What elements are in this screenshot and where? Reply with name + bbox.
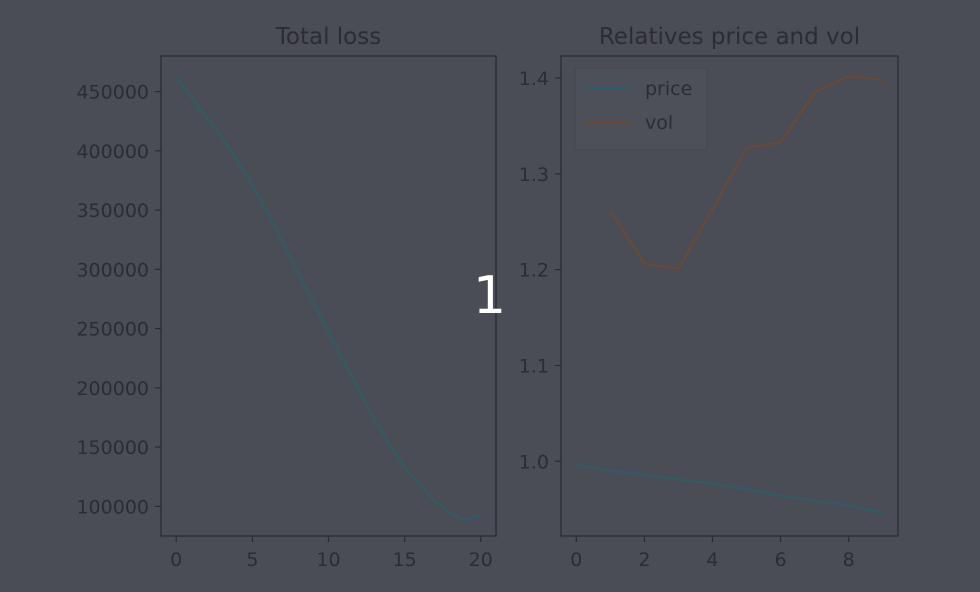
- plot-frame: [560, 55, 899, 537]
- series-line-series-1: [175, 76, 482, 522]
- y-tick-label: 250000: [76, 319, 149, 341]
- x-tick-label: 20: [469, 549, 493, 571]
- x-tick-label: 4: [706, 549, 718, 571]
- chart-title: Total loss: [275, 24, 381, 50]
- y-tick-label: 1.1: [519, 355, 549, 377]
- x-tick-label: 10: [316, 549, 340, 571]
- y-tick-label: 1.0: [519, 451, 549, 473]
- chart-2: Relatives price and vol 0 2 4 6 8 1.0 1.1 1.2 1.3…: [519, 24, 899, 571]
- x-tick-label: 5: [246, 549, 258, 571]
- x-tick-label: 15: [393, 549, 417, 571]
- x-tick-label: 8: [843, 549, 855, 571]
- chart-title: Relatives price and vol: [599, 24, 860, 50]
- series-line-vol: [609, 75, 883, 270]
- y-tick-label: 1.2: [519, 260, 549, 282]
- x-tick-label: 0: [570, 549, 582, 571]
- plot-frame: [160, 55, 497, 537]
- y-tick-label: 350000: [76, 200, 149, 222]
- series-line-price: [576, 464, 883, 514]
- y-tick-label: 400000: [76, 141, 149, 163]
- overlay-number-label: 1: [473, 266, 507, 326]
- y-tick-label: 1.4: [519, 68, 549, 90]
- y-tick-label: 450000: [76, 82, 149, 104]
- y-tick-label: 200000: [76, 378, 149, 400]
- legend: price vol: [574, 67, 708, 151]
- x-tick-label: 0: [170, 549, 182, 571]
- y-tick-label: 300000: [76, 259, 149, 281]
- y-tick-label: 1.3: [519, 164, 549, 186]
- y-tick-label: 150000: [76, 437, 149, 459]
- x-tick-label: 6: [775, 549, 787, 571]
- y-tick-label: 100000: [76, 496, 149, 518]
- chart-1: Total loss 0 5 10 15 20 100000 150000 200000 2500…: [76, 24, 497, 571]
- legend-label-vol: vol: [645, 112, 673, 134]
- legend-label-price: price: [645, 78, 692, 100]
- x-tick-label: 2: [638, 549, 650, 571]
